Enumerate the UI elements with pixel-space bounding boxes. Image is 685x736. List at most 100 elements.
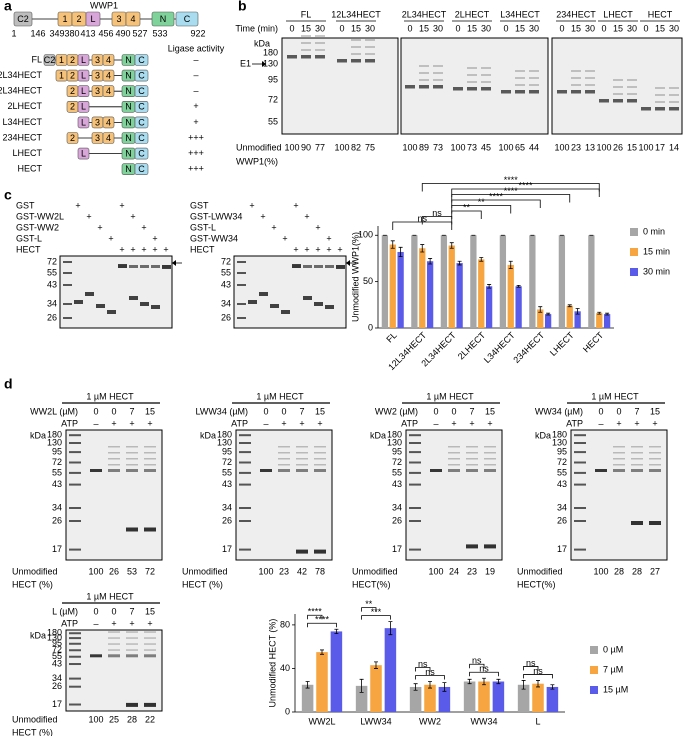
gel-band — [108, 637, 120, 639]
bar — [544, 314, 552, 328]
atp-label: ATP — [61, 618, 78, 628]
construct-domain-label: C — [138, 148, 145, 158]
error-bar — [420, 244, 425, 253]
marker-label: 95 — [557, 446, 567, 456]
gel-band — [466, 469, 478, 472]
significance-bracket — [361, 615, 391, 620]
marker-label: 72 — [52, 645, 62, 655]
gel-band — [296, 469, 308, 472]
construct-domain — [134, 54, 149, 66]
position-label: 1 — [11, 28, 16, 38]
atp-sign: + — [469, 418, 474, 428]
time-label: 0 — [407, 23, 412, 33]
gel-band — [595, 469, 607, 472]
marker-label: 43 — [221, 279, 231, 289]
error-bar — [467, 678, 472, 685]
row-label: GST — [190, 200, 209, 210]
gel-band — [571, 90, 581, 94]
marker-label: 130 — [552, 437, 567, 447]
atp-sign: + — [317, 418, 322, 428]
gel-band — [571, 84, 581, 86]
gel-band — [314, 446, 326, 448]
gel-band — [365, 53, 375, 55]
footer-label: HECT (%) — [182, 579, 223, 589]
footer-label: Unmodified — [236, 142, 282, 152]
gel-band — [351, 53, 361, 55]
time-label: 0 — [455, 23, 460, 33]
gel-band — [108, 469, 120, 472]
concentration: 7 — [129, 406, 134, 416]
construct-domain-label: N — [125, 117, 132, 127]
position-label: 490 — [115, 28, 130, 38]
significance-bracket — [523, 666, 539, 671]
significance-bracket — [451, 210, 482, 219]
plus: + — [304, 211, 309, 221]
gel — [405, 429, 503, 561]
plus: + — [315, 244, 320, 254]
construct-domain — [134, 85, 149, 97]
plus: + — [293, 244, 298, 254]
percent-value: 72 — [145, 566, 155, 576]
gel-band — [481, 74, 491, 76]
atp-label: ATP — [566, 418, 583, 428]
gel-band — [365, 39, 375, 41]
percent-value: 23 — [279, 566, 289, 576]
activity: +++ — [188, 148, 204, 158]
marker-label: 130 — [47, 437, 62, 447]
time-label: 15 — [571, 23, 581, 33]
error-bar — [320, 649, 324, 655]
gel-band — [613, 464, 625, 466]
percent-value: 65 — [515, 142, 525, 152]
construct-domain-label: 2 — [70, 55, 75, 65]
construct-domain-label: C — [138, 55, 145, 65]
gel-band — [655, 101, 665, 103]
time-label: 30 — [669, 23, 679, 33]
marker-label: 26 — [392, 515, 402, 525]
construct-domain — [102, 85, 115, 97]
y-tick-label: 0 — [368, 322, 373, 332]
gel-band — [126, 702, 138, 707]
significance-bracket — [523, 674, 553, 679]
footer-label: Unmodified — [12, 566, 58, 576]
gel-band — [613, 446, 625, 448]
gel-band — [574, 434, 586, 437]
y-tick-label: 50 — [363, 276, 373, 286]
construct-domain-label: L — [81, 70, 86, 80]
concentration: 15 — [650, 406, 660, 416]
bar — [456, 263, 463, 328]
error-bar — [428, 258, 433, 265]
panel-label: b — [238, 0, 247, 14]
ligand-label: WW2L (µM) — [30, 406, 78, 416]
significance-bracket — [421, 183, 600, 192]
construct-header: L34HECT — [500, 9, 540, 19]
domain-label: C2 — [17, 14, 29, 24]
gel-band — [144, 643, 156, 645]
gel-band — [529, 77, 539, 79]
significance-label: ** — [463, 202, 471, 212]
gel — [235, 429, 333, 561]
significance-bracket — [361, 607, 377, 612]
gel-band — [484, 544, 496, 549]
gel-band — [631, 452, 643, 454]
marker-label: 130 — [47, 632, 62, 642]
significance-label: ns — [479, 664, 489, 674]
gel-band — [315, 35, 325, 37]
gel-band — [69, 442, 81, 444]
marker-label: 34 — [52, 673, 62, 683]
gel-band — [278, 469, 290, 472]
atp-label: ATP — [401, 418, 418, 428]
gel-band — [129, 265, 138, 268]
construct-domain — [77, 101, 90, 113]
construct-header: 234HECT — [556, 9, 596, 19]
footer-label: Unmodified — [12, 714, 58, 724]
gel-band — [448, 458, 460, 460]
position-label: 456 — [98, 28, 113, 38]
marker-label: 43 — [47, 279, 57, 289]
gel-band — [126, 637, 138, 639]
marker-label: 34 — [557, 502, 567, 512]
time-label: 30 — [481, 23, 491, 33]
construct-domain-label: 4 — [106, 70, 111, 80]
construct-domain — [77, 85, 90, 97]
concentration: 7 — [634, 406, 639, 416]
